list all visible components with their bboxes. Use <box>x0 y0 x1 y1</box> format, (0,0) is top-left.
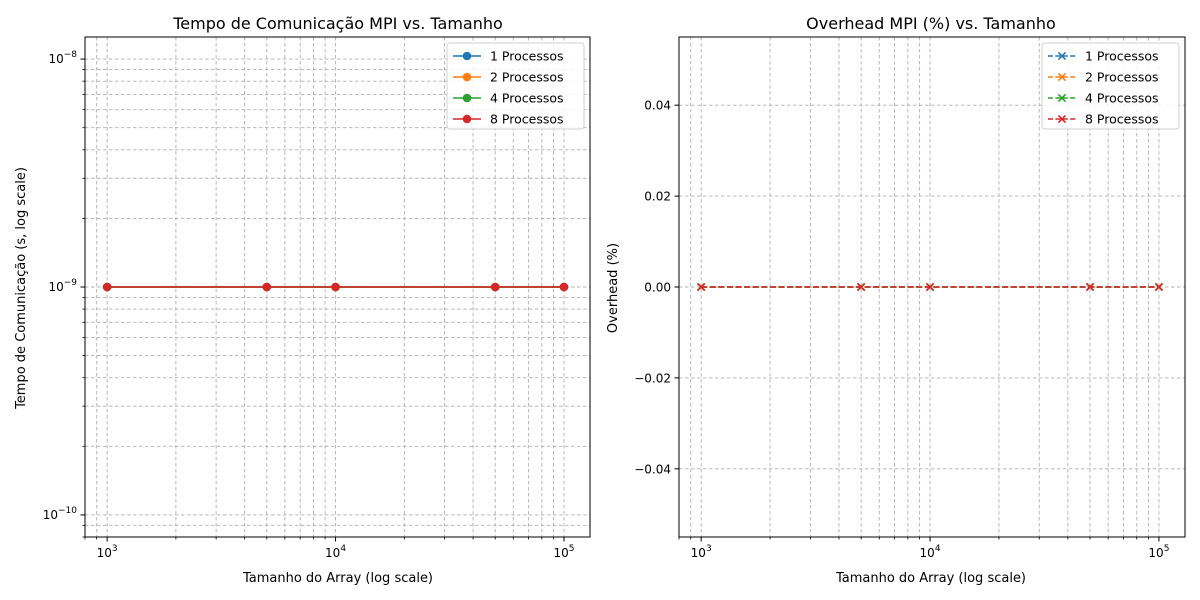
data-point <box>925 282 935 292</box>
tick-exponent: 4 <box>935 544 941 554</box>
series-lines <box>102 282 569 292</box>
tick-base: 10 <box>691 546 706 560</box>
data-point <box>559 282 569 292</box>
legend-label: 2 Processos <box>490 70 564 85</box>
legend-label: 2 Processos <box>1085 70 1159 85</box>
legend-box <box>1041 42 1180 130</box>
tick-base: 10 <box>48 52 63 66</box>
legend: 1 Processos 2 Processos 4 Processos 8 Proce… <box>446 42 585 130</box>
legend-marker <box>1057 51 1067 61</box>
tick-exponent: 5 <box>1164 544 1170 554</box>
data-point <box>331 282 340 292</box>
data-point <box>697 282 706 292</box>
legend-marker <box>462 72 472 82</box>
y-tick-label: 0.02 <box>644 190 671 204</box>
x-axis-label: Tamanho do Array (log scale) <box>835 571 1026 586</box>
tick-exponent: −9 <box>64 278 78 288</box>
y-tick-label: 0.04 <box>644 99 671 113</box>
data-point <box>856 282 866 292</box>
legend-label: 8 Processos <box>1085 112 1159 127</box>
legend-label: 1 Processos <box>490 49 564 64</box>
x-tick-label: 104 <box>325 544 346 560</box>
legend-box <box>446 42 585 130</box>
legend-marker <box>462 93 472 103</box>
tick-base: 10 <box>553 546 568 560</box>
y-axis-label: Overhead (%) <box>606 243 621 333</box>
data-point <box>102 282 112 292</box>
legend-label: 4 Processos <box>490 91 564 106</box>
tick-exponent: 3 <box>706 544 712 554</box>
data-point <box>1085 282 1095 292</box>
x-tick-label: 105 <box>553 544 574 560</box>
x-tick-label: 105 <box>1148 544 1169 560</box>
grid-lines <box>678 37 1185 537</box>
y-axis-label: Tempo de Comunicação (s, log scale) <box>14 167 29 410</box>
x-axis-label: Tamanho do Array (log scale) <box>242 571 433 586</box>
tick-base: 10 <box>325 546 340 560</box>
y-tick-label: −0.02 <box>634 371 671 385</box>
legend-marker <box>1057 72 1067 82</box>
legend-marker <box>462 114 472 124</box>
tick-base: 10 <box>43 508 58 522</box>
chart-title: Overhead MPI (%) vs. Tamanho <box>806 14 1056 33</box>
tick-exponent: −10 <box>58 506 77 516</box>
tick-base: 10 <box>920 546 935 560</box>
series-lines <box>697 282 1164 292</box>
x-tick-label: 103 <box>97 544 118 560</box>
x-tick-label: 103 <box>691 544 712 560</box>
data-point <box>1154 282 1164 292</box>
x-tick-label: 104 <box>920 544 941 560</box>
data-point <box>490 282 500 292</box>
tick-exponent: 5 <box>569 544 575 554</box>
y-tick-label: −0.04 <box>634 462 671 476</box>
tick-exponent: 4 <box>340 544 346 554</box>
tick-base: 10 <box>97 546 112 560</box>
tick-exponent: 3 <box>112 544 118 554</box>
tick-base: 10 <box>1148 546 1163 560</box>
legend-label: 8 Processos <box>490 112 564 127</box>
overhead-chart: Overhead MPI (%) vs. Tamanho Tamanho do … <box>606 14 1186 586</box>
legend: 1 Processos 2 Processos 4 Processos 8 Proce… <box>1041 42 1180 130</box>
legend-label: 4 Processos <box>1085 91 1159 106</box>
communication-time-chart: Tempo de Comunicação MPI vs. Tamanho Tam… <box>14 14 591 586</box>
y-tick-label: 10−8 <box>48 50 77 66</box>
data-point <box>262 282 272 292</box>
axis-ticks: 103 104 105−0.04−0.020.000.020.04 <box>634 99 1169 560</box>
y-tick-label: 0.00 <box>644 281 671 295</box>
chart-title: Tempo de Comunicação MPI vs. Tamanho <box>172 14 503 33</box>
legend-marker <box>1057 93 1067 103</box>
tick-base: 10 <box>48 280 63 294</box>
legend-marker <box>462 51 472 61</box>
legend-marker <box>1057 114 1067 124</box>
tick-exponent: −8 <box>64 50 78 60</box>
y-tick-label: 10−10 <box>43 506 78 522</box>
y-tick-label: 10−9 <box>48 278 77 294</box>
legend-label: 1 Processos <box>1085 49 1159 64</box>
